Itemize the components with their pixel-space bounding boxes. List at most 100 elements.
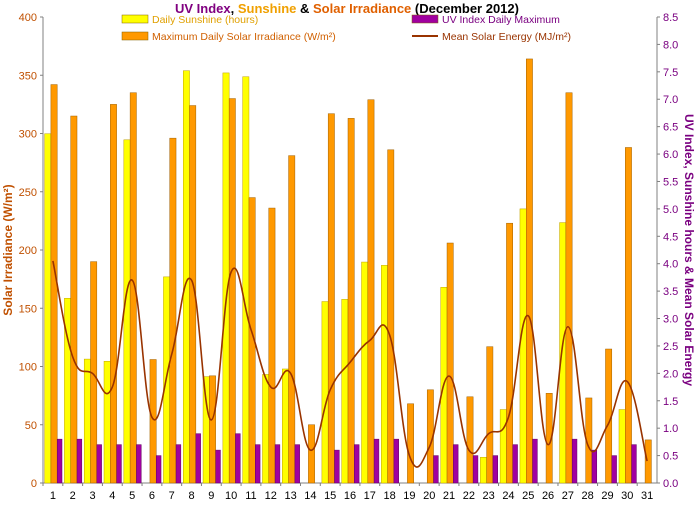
- uv-bar: [571, 438, 578, 484]
- irradiance-bar: [308, 424, 315, 484]
- irradiance-bar: [70, 115, 78, 484]
- x-tick-label: 13: [284, 490, 296, 502]
- irradiance-bar: [526, 58, 533, 484]
- x-tick-label: 16: [344, 490, 356, 502]
- x-tick-label: 31: [641, 490, 653, 502]
- sunshine-bar: [242, 76, 250, 484]
- y-tick-label-right: 6.0: [663, 149, 678, 161]
- irradiance-bar: [327, 113, 335, 484]
- uv-bar: [294, 444, 300, 484]
- uv-bar: [354, 444, 360, 484]
- chart-title-text: UV Index, Sunshine & Solar Irradiance (D…: [175, 1, 519, 16]
- irradiance-bar: [110, 104, 117, 484]
- x-tick-label: 5: [129, 490, 135, 502]
- title-segment-1: ,: [231, 1, 238, 16]
- sunshine-bar: [559, 222, 567, 484]
- x-tick-label: 28: [582, 490, 594, 502]
- chart-ticks: 0 50 100 150 200 250 300 350 400 0.0 0.5 1.0 1.5 2.0 2…: [19, 12, 679, 502]
- uv-bar: [492, 455, 498, 484]
- x-tick-label: 12: [265, 490, 277, 502]
- x-tick-label: 2: [70, 490, 76, 502]
- x-tick-label: 6: [149, 490, 155, 502]
- x-tick-label: 11: [245, 490, 256, 502]
- y-tick-label-right: 8.5: [663, 12, 678, 24]
- x-tick-label: 20: [423, 490, 435, 502]
- x-tick-label: 19: [403, 490, 415, 502]
- sunshine-bar: [480, 456, 487, 484]
- x-tick-label: 24: [502, 490, 514, 502]
- legend-label: Daily Sunshine (hours): [152, 14, 258, 26]
- y-tick-label-right: 5.5: [663, 176, 678, 188]
- uv-bar: [175, 444, 182, 484]
- uv-bar: [116, 444, 122, 484]
- irradiance-bar: [347, 118, 355, 484]
- y-tick-label-left: 200: [19, 245, 37, 257]
- irradiance-bar: [407, 403, 414, 484]
- sunshine-bar: [519, 208, 527, 484]
- legend-label: Maximum Daily Solar Irradiance (W/m²): [152, 31, 336, 43]
- y-tick-label-left: 250: [19, 187, 37, 199]
- y-tick-label-right: 2.5: [663, 341, 678, 353]
- x-tick-label: 22: [463, 490, 475, 502]
- sunshine-bar: [202, 376, 210, 484]
- y-tick-label-right: 7.0: [663, 94, 678, 106]
- sunshine-bar: [282, 368, 289, 484]
- legend-item-0: Daily Sunshine (hours): [121, 14, 258, 26]
- sunshine-bar: [618, 409, 626, 484]
- y-tick-label-right: 5.0: [663, 204, 678, 216]
- irradiance-bar: [486, 346, 494, 484]
- x-tick-label: 29: [601, 490, 613, 502]
- y-tick-label-left: 100: [19, 362, 37, 374]
- uv-bar: [512, 444, 518, 484]
- y-tick-label-left: 150: [19, 303, 37, 315]
- y-tick-label-right: 4.5: [663, 231, 678, 243]
- chart-title: UV Index, Sunshine & Solar Irradiance (D…: [175, 1, 519, 16]
- sunshine-bar: [103, 361, 111, 484]
- x-tick-label: 25: [522, 490, 534, 502]
- sunshine-bar: [83, 358, 91, 484]
- legend-item-1: UV Index Daily Maximum: [411, 14, 560, 26]
- uv-bar: [155, 455, 162, 484]
- uv-bar: [255, 444, 261, 484]
- uv-bar: [136, 444, 142, 484]
- irradiance-bar: [248, 197, 256, 484]
- y-tick-label-right: 4.0: [663, 259, 678, 271]
- title-segment-5: (December 2012): [411, 1, 519, 16]
- y-tick-label-left: 400: [19, 12, 37, 24]
- sunshine-bar: [123, 139, 131, 484]
- y-tick-label-left: 0: [31, 478, 37, 490]
- sunshine-bar: [262, 374, 270, 484]
- y-tick-label-left: 300: [19, 129, 37, 141]
- x-tick-label: 26: [542, 490, 554, 502]
- title-segment-4: Solar Irradiance: [313, 1, 411, 16]
- uv-bar: [631, 444, 637, 484]
- legend-swatch: [121, 31, 149, 41]
- x-tick-label: 10: [225, 490, 237, 502]
- uv-bar: [96, 444, 102, 484]
- uv-bar: [472, 455, 479, 484]
- y-tick-label-left: 350: [19, 70, 37, 82]
- irradiance-bar: [129, 92, 137, 484]
- chart-bars: [44, 58, 652, 484]
- chart-legend: Daily Sunshine (hours) UV Index Daily Max…: [121, 14, 571, 43]
- y-tick-label-right: 3.5: [663, 286, 678, 298]
- chart-line: [52, 260, 648, 468]
- sunshine-bar: [182, 70, 190, 484]
- y-axis-left-title: Solar Irradiance (W/m²): [1, 184, 15, 315]
- irradiance-bar: [565, 92, 573, 484]
- irradiance-bar: [625, 147, 632, 484]
- irradiance-bar: [367, 99, 375, 484]
- y-tick-label-right: 1.0: [663, 423, 678, 435]
- mean-solar-energy-line: [52, 260, 648, 468]
- legend-item-3: Mean Solar Energy (MJ/m²): [412, 31, 571, 43]
- sunshine-bar: [499, 409, 507, 484]
- y-tick-label-right: 0.0: [663, 478, 678, 490]
- uv-bar: [56, 438, 63, 484]
- y-tick-label-right: 2.0: [663, 368, 678, 380]
- x-tick-label: 21: [443, 490, 455, 502]
- uv-bar: [532, 438, 538, 484]
- y-tick-label-right: 1.5: [663, 396, 678, 408]
- x-tick-label: 7: [169, 490, 175, 502]
- sunshine-bar: [222, 72, 230, 484]
- uv-bar: [433, 455, 439, 484]
